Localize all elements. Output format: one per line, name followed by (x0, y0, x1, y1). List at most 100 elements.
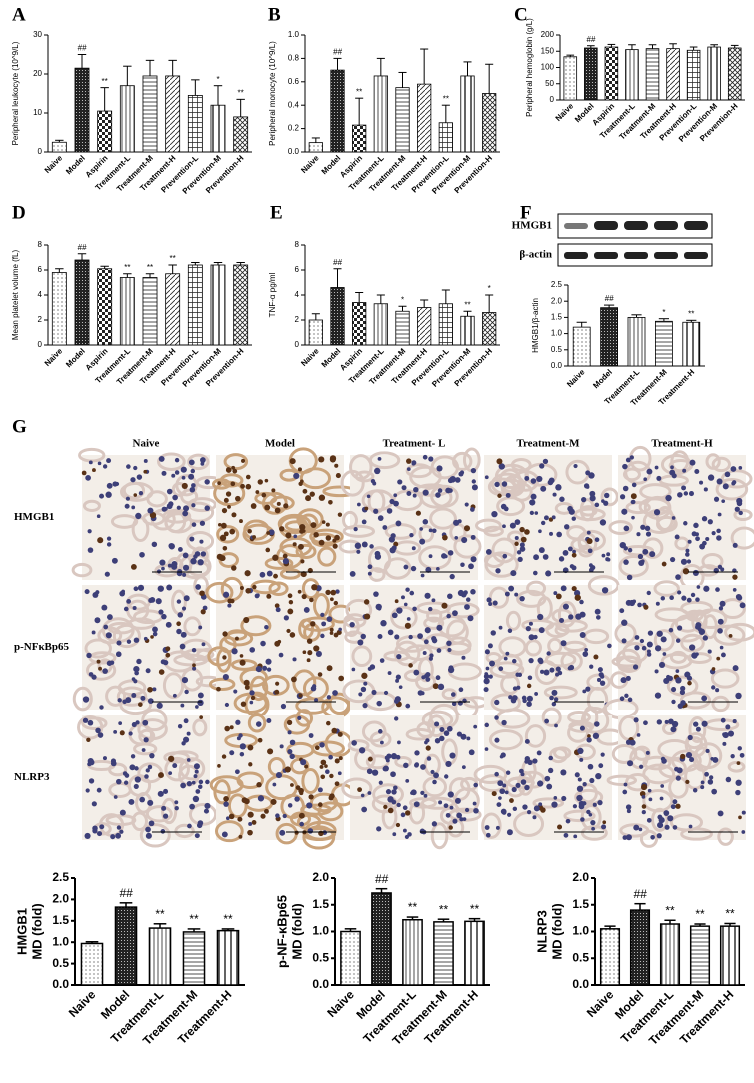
alveolar-wall (500, 478, 523, 498)
nucleus (464, 502, 469, 507)
nucleus (494, 771, 499, 777)
nucleus (158, 669, 165, 675)
nucleus (483, 687, 489, 693)
nucleus (717, 512, 722, 517)
nucleus (160, 829, 166, 834)
nucleus (422, 519, 429, 525)
nucleus (423, 639, 429, 645)
nucleus (165, 646, 171, 652)
nucleus (199, 590, 205, 597)
nucleus (329, 631, 334, 635)
nucleus (425, 677, 431, 682)
nucleus (436, 624, 443, 631)
nucleus (193, 774, 198, 779)
nucleus (467, 615, 474, 622)
nucleus (656, 719, 662, 725)
nucleus (82, 717, 89, 723)
nucleus (668, 718, 674, 725)
alveolar-wall (309, 792, 339, 813)
alveolar-wall (553, 746, 572, 760)
nucleus (640, 784, 648, 791)
alveolar-wall (81, 716, 108, 730)
bar (686, 49, 701, 101)
bar (330, 69, 345, 153)
nucleus (646, 590, 651, 596)
nucleus (656, 833, 662, 839)
nucleus (448, 666, 455, 674)
nucleus (361, 519, 367, 525)
nucleus (403, 762, 409, 769)
nucleus (509, 798, 514, 803)
nucleus (306, 658, 311, 663)
nucleus (623, 559, 629, 565)
alveolar-wall (279, 568, 302, 580)
nucleus (681, 595, 687, 601)
panel-letter: A (12, 4, 26, 25)
nucleus (573, 834, 578, 839)
alveolar-wall (249, 675, 269, 702)
alveolar-wall (711, 695, 730, 713)
bar (142, 277, 158, 346)
nucleus (161, 613, 167, 620)
nucleus (219, 555, 226, 562)
nucleus (239, 654, 244, 658)
alveolar-wall (488, 729, 524, 751)
nucleus (180, 782, 187, 789)
nucleus (663, 677, 670, 685)
nucleus (163, 659, 169, 666)
nucleus (118, 721, 123, 726)
nucleus (422, 454, 428, 460)
nucleus (264, 478, 269, 483)
nucleus (276, 501, 281, 506)
nucleus (222, 655, 227, 660)
nucleus (441, 602, 448, 609)
nucleus (147, 764, 153, 770)
alveolar-wall (638, 497, 671, 517)
significance-label: ** (443, 94, 449, 103)
x-tick-label: Naive (565, 367, 587, 389)
significance-label: ## (333, 258, 342, 267)
nucleus (119, 590, 126, 597)
alveolar-wall (701, 552, 724, 570)
alveolar-wall (507, 530, 524, 544)
nucleus (407, 832, 412, 837)
nucleus (505, 492, 511, 498)
nucleus (186, 758, 191, 762)
nucleus (192, 666, 197, 671)
nucleus (92, 468, 96, 473)
nucleus (589, 664, 594, 669)
nucleus (260, 813, 266, 819)
nucleus (699, 543, 706, 550)
nucleus (204, 802, 211, 809)
nucleus (390, 753, 398, 760)
nucleus (168, 501, 174, 507)
nucleus (403, 564, 409, 570)
nucleus (664, 824, 670, 830)
nucleus (646, 652, 652, 657)
nucleus (553, 697, 559, 702)
nucleus (591, 826, 596, 831)
nucleus (239, 659, 246, 666)
bar (114, 906, 138, 986)
significance-label: ** (695, 907, 705, 921)
nucleus (741, 830, 746, 834)
nucleus (711, 531, 716, 536)
nucleus (466, 736, 471, 741)
nucleus (166, 584, 173, 591)
nucleus (579, 725, 585, 731)
nucleus (692, 569, 699, 576)
x-tick-label: Naive (299, 153, 321, 175)
nucleus (512, 658, 517, 664)
nucleus (328, 795, 334, 801)
nucleus (592, 732, 600, 739)
nucleus (398, 685, 403, 689)
nucleus (386, 508, 393, 514)
nucleus (596, 677, 602, 683)
nucleus (408, 634, 413, 640)
nucleus (394, 716, 399, 721)
nucleus (484, 722, 490, 728)
nucleus (337, 771, 342, 776)
bar (51, 272, 67, 346)
nucleus (495, 825, 500, 830)
nucleus (133, 465, 138, 471)
